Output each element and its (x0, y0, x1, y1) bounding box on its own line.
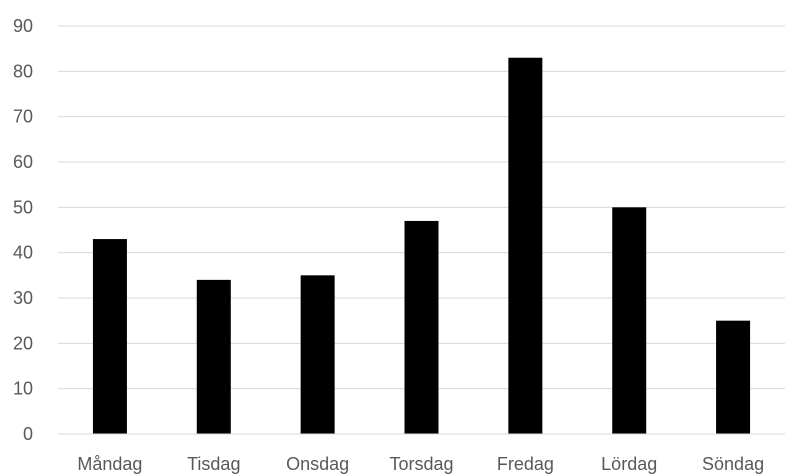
gridlines (58, 25, 785, 390)
x-tick-label: Måndag (77, 454, 142, 474)
x-tick-label: Torsdag (389, 454, 453, 474)
bar (196, 279, 231, 434)
y-tick-label: 80 (13, 61, 33, 81)
bar (612, 207, 647, 434)
x-tick-label: Onsdag (286, 454, 349, 474)
y-tick-label: 70 (13, 107, 33, 127)
x-tick-labels: Måndag Tisdag Onsdag Torsdag Fredag Lördag Sön… (77, 454, 764, 474)
y-tick-label: 30 (13, 288, 33, 308)
y-tick-label: 20 (13, 333, 33, 353)
x-tick-label: Tisdag (187, 454, 240, 474)
bars (92, 57, 751, 434)
y-tick-labels: 0 10 20 30 40 50 60 70 80 90 (13, 16, 33, 444)
x-tick-label: Lördag (601, 454, 657, 474)
y-tick-label: 0 (23, 424, 33, 444)
bar (92, 239, 127, 434)
bar (300, 275, 335, 434)
y-tick-label: 40 (13, 243, 33, 263)
y-tick-label: 60 (13, 152, 33, 172)
x-tick-label: Söndag (702, 454, 764, 474)
y-tick-label: 10 (13, 379, 33, 399)
bar (716, 320, 751, 434)
y-tick-label: 50 (13, 197, 33, 217)
bar (508, 57, 543, 434)
bar (404, 220, 439, 434)
x-tick-label: Fredag (497, 454, 554, 474)
y-tick-label: 90 (13, 16, 33, 36)
